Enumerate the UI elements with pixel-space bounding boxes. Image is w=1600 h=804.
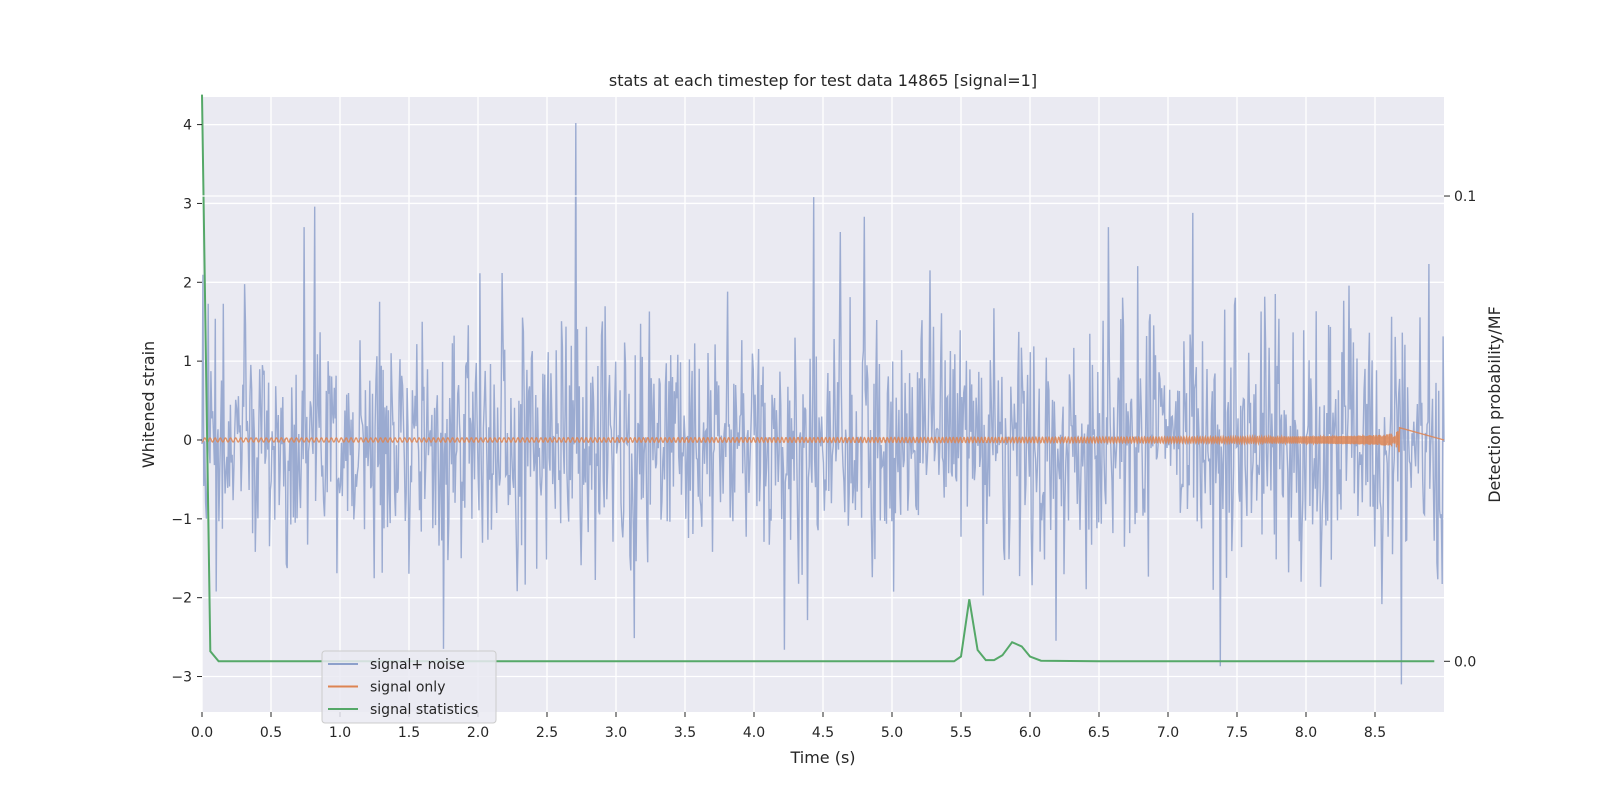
legend-label: signal+ noise xyxy=(370,657,465,673)
x-tick-label: 7.5 xyxy=(1226,725,1248,741)
x-tick-label: 3.0 xyxy=(605,725,627,741)
x-tick-label: 5.5 xyxy=(950,725,972,741)
x-tick-label: 5.0 xyxy=(881,725,903,741)
x-tick-label: 3.5 xyxy=(674,725,696,741)
x-tick-label: 6.0 xyxy=(1019,725,1041,741)
x-tick-label: 7.0 xyxy=(1157,725,1179,741)
y-tick-label: 0 xyxy=(183,433,192,449)
x-tick-label: 0.5 xyxy=(260,725,282,741)
y-tick-label: 3 xyxy=(183,196,192,212)
y-tick-label: 1 xyxy=(183,354,192,370)
y-tick-label: −3 xyxy=(171,670,192,686)
signal-noise-line xyxy=(201,122,1445,685)
x-tick-label: 4.5 xyxy=(812,725,834,741)
legend-box xyxy=(321,650,497,724)
x-tick-label: 2.5 xyxy=(536,725,558,741)
x-axis-label: Time (s) xyxy=(789,748,855,767)
legend-label: signal statistics xyxy=(370,702,478,718)
x-tick-label: 2.0 xyxy=(467,725,489,741)
y-tick-label: −2 xyxy=(171,591,192,607)
x-tick-label: 0.0 xyxy=(191,725,213,741)
y2-axis-label: Detection probability/MF xyxy=(1485,306,1504,503)
y-tick-label: 4 xyxy=(183,118,192,134)
x-tick-label: 6.5 xyxy=(1088,725,1110,741)
legend-label: signal only xyxy=(370,680,445,696)
y2-tick-label: 0.1 xyxy=(1454,189,1476,205)
signal-only-line xyxy=(201,426,1445,453)
y-tick-label: −1 xyxy=(171,512,192,528)
chart-title: stats at each timestep for test data 148… xyxy=(609,71,1037,90)
legend: signal+ noise signal only signal statistic… xyxy=(321,650,497,724)
x-tick-label: 1.5 xyxy=(398,725,420,741)
y2-tick-label: 0.0 xyxy=(1454,654,1476,670)
y-tick-label: 2 xyxy=(183,275,192,291)
x-tick-label: 8.5 xyxy=(1364,725,1386,741)
y-axis-label: Whitened strain xyxy=(139,341,158,468)
x-tick-label: 8.0 xyxy=(1295,725,1317,741)
x-tick-label: 1.0 xyxy=(329,725,351,741)
axes: 0.0 0.5 1.0 1.5 2.0 2.5 3.0 3.5 4.0 4.5 5.0 5.5 6.0 6… xyxy=(171,118,1476,741)
x-tick-label: 4.0 xyxy=(743,725,765,741)
legend-items: signal+ noise signal only signal statistic… xyxy=(328,657,478,718)
